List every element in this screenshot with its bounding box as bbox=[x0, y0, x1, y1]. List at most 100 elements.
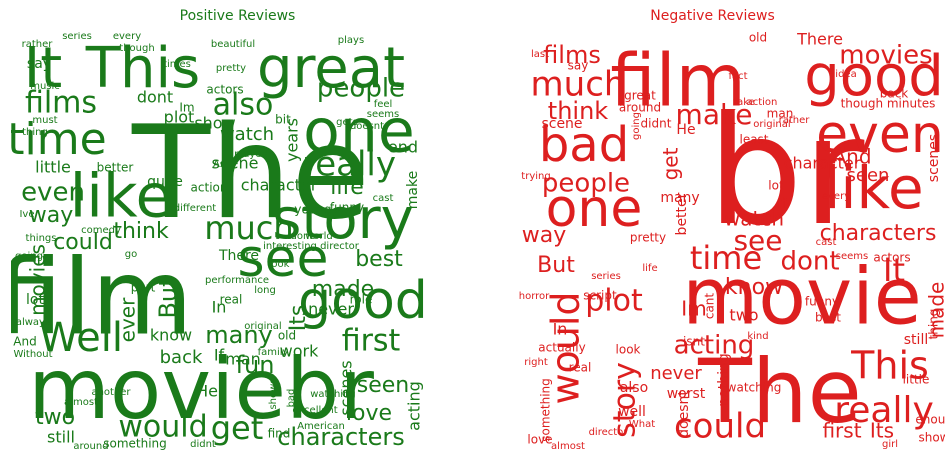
word-br: br bbox=[708, 85, 865, 259]
word-would: would bbox=[544, 291, 588, 404]
word-life: life bbox=[642, 263, 657, 274]
word-rather: rather bbox=[22, 39, 54, 50]
word-interesting-director: interesting director bbox=[263, 241, 360, 252]
word-action: action bbox=[747, 97, 778, 108]
word-real: real bbox=[220, 293, 243, 307]
word-what: What bbox=[629, 419, 655, 430]
word-always: always bbox=[16, 317, 50, 328]
word-great: great bbox=[257, 36, 405, 101]
word-last: last bbox=[531, 49, 549, 60]
word-series: series bbox=[62, 32, 92, 42]
word-there: There bbox=[218, 248, 259, 264]
word-old: old bbox=[749, 32, 767, 45]
word-old: old bbox=[278, 329, 296, 343]
word-really: really bbox=[302, 145, 396, 185]
word-bit: bit bbox=[275, 113, 291, 127]
word-scene: scene bbox=[541, 116, 582, 132]
word-gets: gets bbox=[336, 117, 358, 128]
word-times: times bbox=[163, 59, 191, 70]
word-going: going bbox=[631, 112, 642, 140]
word-didnt: didnt bbox=[641, 117, 672, 131]
word-trying: trying bbox=[521, 171, 550, 182]
word-scenes: scenes bbox=[337, 360, 356, 415]
word-pretty: pretty bbox=[630, 231, 666, 245]
word-little: little bbox=[35, 158, 71, 177]
word-movie: movie bbox=[682, 252, 922, 342]
word-watching: watching bbox=[727, 381, 782, 395]
word-nothing: nothing bbox=[716, 353, 732, 406]
word-original: original bbox=[244, 321, 281, 332]
word-plays: plays bbox=[338, 35, 364, 46]
word-show: show bbox=[918, 431, 945, 445]
negative-wordcloud: br movie The film good even like bad one much film… bbox=[518, 32, 945, 457]
word-thing: thing bbox=[927, 309, 941, 340]
word-in: In bbox=[212, 298, 227, 317]
word-many: many bbox=[660, 190, 699, 206]
word-its: Its bbox=[286, 305, 311, 332]
word-lot: lot bbox=[768, 179, 784, 193]
word-two: two bbox=[35, 405, 75, 430]
word-ive: Ive bbox=[19, 209, 34, 220]
word-lot: lot bbox=[26, 292, 44, 308]
word-would: would bbox=[118, 410, 207, 445]
word-like: like bbox=[70, 162, 173, 232]
word-seems: seems bbox=[836, 251, 868, 262]
word-acting: acting bbox=[674, 331, 755, 361]
word-best: best bbox=[355, 247, 403, 272]
word-things: things bbox=[26, 233, 57, 244]
positive-panel: Positive Reviews The film moviebr It This gre… bbox=[11, 8, 428, 452]
word-comedy: comedy bbox=[81, 225, 121, 236]
word-make: make bbox=[405, 171, 421, 209]
word-and: And bbox=[832, 145, 871, 169]
word-right: right bbox=[524, 357, 548, 368]
word-time: time bbox=[690, 239, 762, 277]
word-this: This bbox=[85, 36, 200, 101]
word-little: little bbox=[903, 373, 930, 387]
word-way: way bbox=[29, 203, 74, 228]
word-performance: performance bbox=[205, 275, 269, 286]
word-real: real bbox=[569, 361, 592, 375]
word-seems: seems bbox=[367, 109, 399, 120]
word-much: much bbox=[204, 209, 293, 247]
word-girl: girl bbox=[882, 439, 898, 450]
word-know: know bbox=[725, 275, 783, 300]
word-never: never bbox=[650, 363, 702, 384]
word-though: though bbox=[119, 43, 154, 54]
word-story: story bbox=[608, 362, 643, 438]
word-if: If bbox=[214, 346, 225, 365]
word-people: people bbox=[542, 169, 630, 199]
word-without: Without bbox=[13, 349, 52, 360]
word-plot: plot bbox=[164, 108, 195, 127]
word-almost: almost bbox=[551, 441, 585, 452]
word-dont: dont bbox=[137, 88, 173, 107]
word-young: young bbox=[294, 203, 331, 217]
word-done: done bbox=[291, 231, 316, 242]
word-if: If bbox=[777, 196, 787, 212]
word-look: look bbox=[616, 343, 641, 357]
word-there: There bbox=[796, 32, 843, 49]
word-man: man bbox=[225, 350, 261, 369]
word-cast: cast bbox=[373, 193, 394, 204]
word-rather: rather bbox=[779, 115, 811, 126]
word-think: think bbox=[113, 219, 169, 244]
word-movies: movies bbox=[26, 244, 50, 316]
word-best: best bbox=[815, 311, 841, 325]
word-funny: funny bbox=[805, 295, 839, 309]
word-feel: feel bbox=[374, 99, 393, 110]
word-dont: dont bbox=[780, 247, 839, 277]
word-watch: watch bbox=[220, 124, 274, 145]
word-better: better bbox=[674, 192, 690, 235]
word-story: story bbox=[272, 187, 414, 252]
word-one: one bbox=[546, 179, 643, 239]
word-great: great bbox=[624, 89, 656, 103]
word-every: every bbox=[113, 32, 141, 42]
word-get: get bbox=[659, 147, 683, 180]
word-two: two bbox=[729, 306, 758, 325]
word-really: really bbox=[834, 390, 934, 431]
word-in: In bbox=[553, 320, 568, 339]
word-beautiful: beautiful bbox=[211, 39, 255, 50]
word-the: The bbox=[697, 340, 862, 443]
word-long: long bbox=[254, 285, 276, 296]
word-see: see bbox=[733, 224, 782, 257]
